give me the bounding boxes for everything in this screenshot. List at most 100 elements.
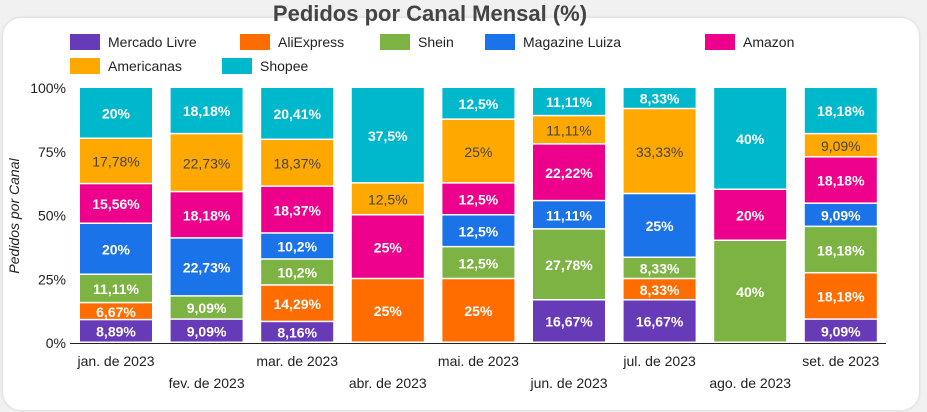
legend-item[interactable]: Americanas (70, 58, 182, 74)
bar-segment[interactable] (80, 184, 152, 223)
legend-item[interactable]: Magazine Luiza (485, 34, 621, 50)
legend-swatch (485, 34, 515, 50)
legend-item[interactable]: AliExpress (240, 34, 344, 50)
data-label: 8,16% (277, 325, 317, 341)
bar-segment[interactable] (533, 116, 605, 144)
legend-item[interactable]: Mercado Livre (70, 34, 197, 50)
bar-segment[interactable] (261, 322, 334, 342)
y-axis-label: Pedidos por Canal (6, 158, 22, 274)
bar-segment[interactable] (533, 229, 605, 299)
bar-segment[interactable] (442, 279, 515, 342)
legend-swatch (380, 34, 410, 50)
bar-segment[interactable] (351, 279, 424, 342)
data-label: 15,56% (92, 196, 140, 212)
bar-segment[interactable] (714, 190, 787, 240)
bar-segment[interactable] (623, 300, 696, 342)
legend-item[interactable]: Shein (380, 34, 454, 50)
y-tick-label: 100% (30, 80, 66, 96)
data-label: 18,37% (273, 155, 320, 171)
data-label: 25% (464, 144, 492, 160)
legend-swatch (240, 34, 270, 50)
data-label: 9,09% (187, 300, 227, 316)
data-label: 11,11% (546, 207, 592, 223)
data-label: 12,5% (459, 96, 499, 112)
bar-segment[interactable] (351, 215, 424, 278)
bar-segment[interactable] (261, 140, 334, 186)
bar-segment[interactable] (261, 88, 334, 139)
bar-segment[interactable] (714, 241, 787, 342)
bar-segment[interactable] (804, 88, 877, 133)
bar-segment[interactable] (261, 186, 334, 233)
legend-label: Shein (418, 34, 454, 50)
bar-segment[interactable] (170, 134, 243, 191)
bar-segment[interactable] (170, 88, 243, 133)
data-label: 12,5% (459, 255, 499, 271)
x-tick-label: fev. de 2023 (169, 375, 245, 391)
bar-segment[interactable] (623, 279, 696, 299)
bar-segment[interactable] (533, 144, 605, 200)
bar-segment[interactable] (170, 238, 243, 296)
bar-segment[interactable] (80, 274, 152, 302)
y-tick-label: 25% (38, 271, 66, 287)
bar-segment[interactable] (80, 320, 152, 342)
y-tick-label: 0% (46, 335, 66, 351)
bar-segment[interactable] (261, 233, 334, 259)
data-label: 18,18% (183, 103, 231, 119)
bar-segment[interactable] (714, 88, 787, 189)
bar-segment[interactable] (442, 183, 515, 214)
x-tick-label: set. de 2023 (802, 353, 879, 369)
bar-segment[interactable] (533, 300, 605, 342)
bar-segment[interactable] (442, 215, 515, 246)
bar-segment[interactable] (261, 259, 334, 285)
bar-segment[interactable] (80, 223, 152, 274)
bar-segment[interactable] (623, 258, 696, 278)
bar-segment[interactable] (442, 88, 515, 119)
bar-segment[interactable] (261, 285, 334, 321)
bar-segment[interactable] (533, 88, 605, 115)
data-label: 22,73% (183, 155, 230, 171)
data-label: 8,33% (640, 261, 680, 277)
legend-label: Mercado Livre (108, 34, 197, 50)
chart-title: Pedidos por Canal Mensal (%) (272, 1, 588, 26)
bar-segment[interactable] (804, 203, 877, 226)
legend-label: AliExpress (278, 34, 345, 50)
bar-segment[interactable] (804, 319, 877, 342)
bar-segment[interactable] (804, 227, 877, 272)
data-label: 10,2% (277, 265, 317, 281)
legend-item[interactable]: Amazon (705, 34, 794, 50)
data-label: 14,29% (273, 296, 321, 312)
data-label: 40% (736, 284, 765, 300)
bar-segment[interactable] (804, 273, 877, 319)
bar-segment[interactable] (623, 88, 696, 108)
bar-segment[interactable] (442, 119, 515, 183)
bar-segment[interactable] (442, 247, 515, 278)
legend-swatch (70, 34, 100, 50)
data-label: 18,37% (273, 202, 321, 218)
bar-segment[interactable] (533, 201, 605, 229)
data-label: 16,67% (545, 314, 593, 330)
bar-segment[interactable] (804, 157, 877, 203)
legend-swatch (705, 34, 735, 50)
bar-segment[interactable] (170, 192, 243, 238)
data-label: 20% (102, 105, 131, 121)
bar-segment[interactable] (80, 87, 152, 138)
data-label: 22,22% (545, 165, 593, 181)
bar-segment[interactable] (170, 319, 243, 342)
data-label: 6,67% (96, 304, 136, 320)
bar-segment[interactable] (623, 194, 696, 257)
bar-segment[interactable] (80, 138, 152, 183)
data-label: 11,11% (93, 281, 139, 297)
bar-segment[interactable] (804, 134, 877, 157)
bar-segment[interactable] (623, 109, 696, 193)
legend-label: Magazine Luiza (523, 34, 622, 50)
legend-item[interactable]: Shopee (222, 58, 308, 74)
data-label: 11,11% (546, 94, 592, 110)
bar-segment[interactable] (170, 296, 243, 319)
data-label: 25% (646, 218, 675, 234)
bar-segment[interactable] (80, 303, 152, 319)
bar-segment[interactable] (351, 88, 424, 183)
bar-segment[interactable] (351, 183, 424, 214)
data-label: 25% (374, 239, 403, 255)
x-tick-label: ago. de 2023 (709, 375, 791, 391)
legend-label: Amazon (743, 34, 795, 50)
